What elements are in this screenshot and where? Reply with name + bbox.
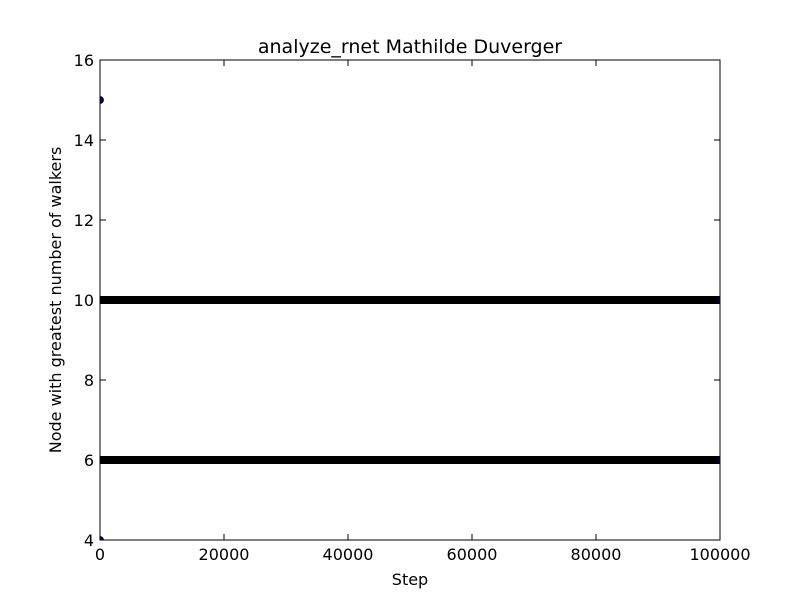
y-tick-label: 12 [74, 211, 94, 230]
y-tick-label: 6 [84, 451, 94, 470]
dense-marker-band [100, 456, 720, 464]
y-tick-label: 4 [84, 531, 94, 550]
axes-ticks: 0 20000 40000 60000 80000 100000 4 6 8 10 12 14 16 [74, 51, 751, 564]
data-point [100, 536, 104, 540]
y-tick-label: 14 [74, 131, 94, 150]
dense-marker-band [100, 296, 720, 304]
x-tick-label: 40000 [323, 545, 374, 564]
x-tick-label: 80000 [571, 545, 622, 564]
y-tick-label: 8 [84, 371, 94, 390]
y-tick-label: 16 [74, 51, 94, 70]
x-tick-label: 60000 [447, 545, 498, 564]
y-axis-label: Node with greatest number of walkers [46, 147, 65, 454]
x-axis-label: Step [392, 570, 428, 589]
y-tick-label: 10 [74, 291, 94, 310]
x-tick-label: 100000 [689, 545, 750, 564]
data-point [100, 96, 104, 104]
x-tick-label: 0 [95, 545, 105, 564]
chart-title: analyze_rnet Mathilde Duverger [258, 36, 562, 58]
axes-frame [99, 59, 721, 541]
x-tick-label: 20000 [199, 545, 250, 564]
